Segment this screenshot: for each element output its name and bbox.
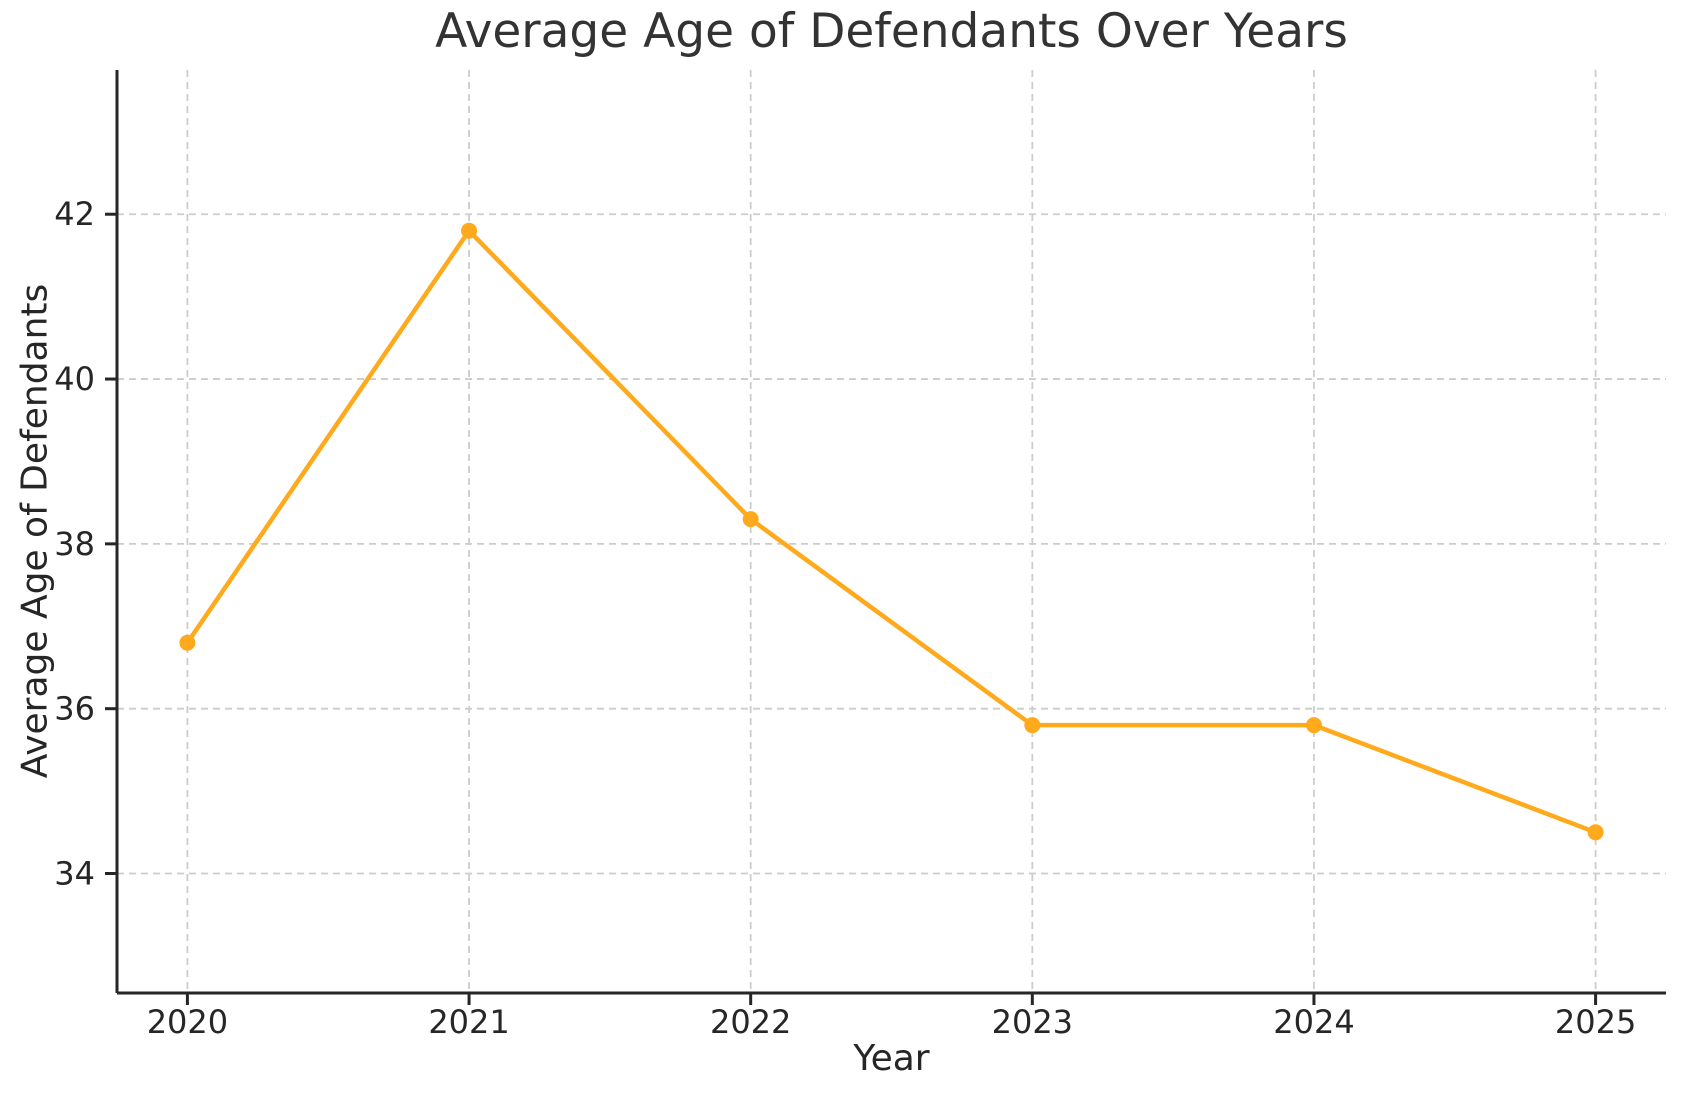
y-tick-label: 36: [54, 690, 95, 728]
data-point-marker: [742, 511, 759, 528]
data-point-marker: [461, 222, 478, 239]
y-tick-label: 38: [54, 525, 95, 563]
x-tick-label: 2020: [147, 1003, 228, 1041]
x-tick-label: 2023: [992, 1003, 1073, 1041]
data-point-marker: [1024, 717, 1041, 734]
x-axis-label: Year: [853, 1038, 930, 1079]
x-tick-label: 2021: [428, 1003, 509, 1041]
chart-title: Average Age of Defendants Over Years: [435, 4, 1348, 59]
x-tick-label: 2024: [1273, 1003, 1354, 1041]
y-axis-label: Average Age of Defendants: [14, 283, 56, 779]
x-tick-label: 2025: [1555, 1003, 1636, 1041]
data-line: [185, 228, 1598, 835]
x-tick-label: 2022: [710, 1003, 791, 1041]
y-tick-label: 42: [54, 195, 95, 233]
data-point-marker: [1305, 717, 1322, 734]
data-point-marker: [179, 634, 196, 651]
data-point-marker: [1587, 824, 1604, 841]
y-tick-label: 34: [54, 855, 95, 893]
y-tick-label: 40: [54, 360, 95, 398]
